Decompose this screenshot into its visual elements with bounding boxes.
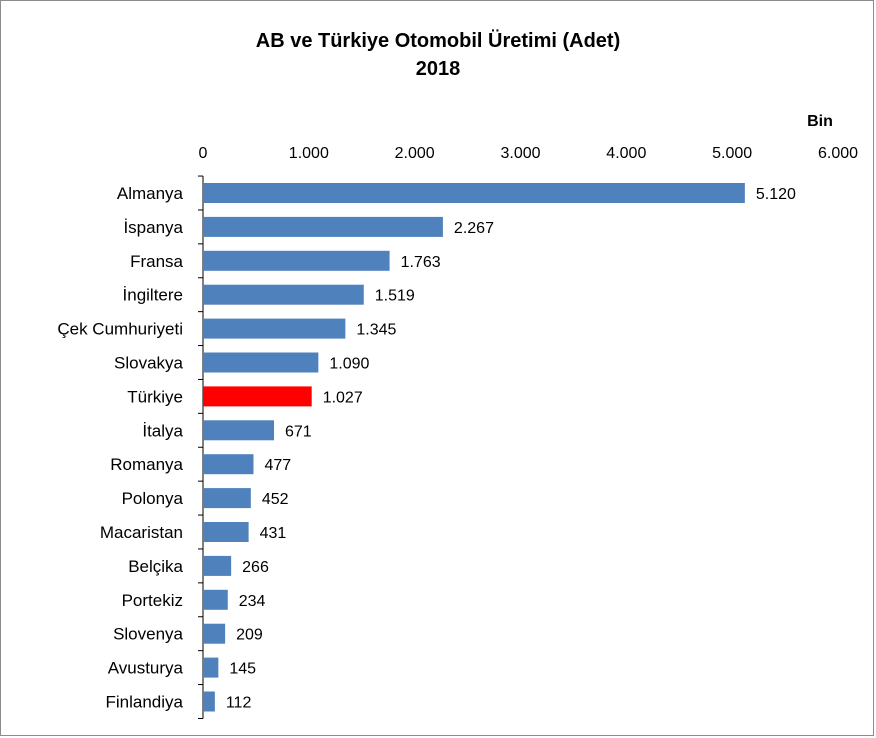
bar bbox=[203, 488, 251, 509]
bar bbox=[203, 454, 254, 475]
category-label: Belçika bbox=[128, 557, 183, 576]
category-label: Avusturya bbox=[108, 659, 184, 678]
bar bbox=[203, 420, 275, 441]
bar bbox=[203, 284, 364, 305]
bar bbox=[203, 386, 312, 407]
data-label: 266 bbox=[242, 559, 269, 576]
bar bbox=[203, 216, 443, 237]
category-label: İspanya bbox=[123, 218, 183, 237]
category-label: Çek Cumhuriyeti bbox=[57, 320, 183, 339]
x-tick-label: 2.000 bbox=[395, 145, 435, 162]
category-label: Romanya bbox=[110, 455, 183, 474]
data-label: 1.090 bbox=[329, 356, 369, 373]
x-tick-label: 3.000 bbox=[500, 145, 540, 162]
x-tick-label: 5.000 bbox=[712, 145, 752, 162]
bar bbox=[203, 318, 346, 339]
bar bbox=[203, 691, 215, 712]
data-label: 1.345 bbox=[356, 322, 396, 339]
chart-subtitle: 2018 bbox=[415, 58, 461, 80]
category-label: Polonya bbox=[122, 489, 184, 508]
data-label: 5.120 bbox=[756, 186, 796, 203]
category-label: Fransa bbox=[130, 252, 183, 271]
bar bbox=[203, 522, 249, 542]
category-label: Macaristan bbox=[100, 523, 183, 542]
data-label: 112 bbox=[226, 695, 252, 712]
unit-label: Bin bbox=[807, 113, 833, 130]
bar bbox=[203, 352, 319, 373]
category-label: Portekiz bbox=[122, 591, 183, 610]
x-tick-label: 6.000 bbox=[818, 145, 858, 162]
category-label: İngiltere bbox=[123, 286, 183, 305]
x-tick-label: 4.000 bbox=[606, 145, 646, 162]
data-label: 234 bbox=[239, 593, 266, 610]
category-label: Slovakya bbox=[114, 354, 184, 373]
data-label: 145 bbox=[229, 661, 256, 678]
bar bbox=[203, 555, 232, 576]
data-label: 1.519 bbox=[375, 288, 415, 305]
data-label: 477 bbox=[264, 457, 291, 474]
data-label: 431 bbox=[260, 525, 287, 542]
category-label: Finlandiya bbox=[106, 693, 184, 712]
bar bbox=[203, 623, 226, 644]
category-label: Slovenya bbox=[113, 625, 183, 644]
category-label: Türkiye bbox=[127, 387, 183, 406]
category-label: Almanya bbox=[117, 184, 184, 203]
bar bbox=[203, 250, 390, 271]
data-label: 1.027 bbox=[323, 389, 363, 406]
x-tick-label: 1.000 bbox=[289, 145, 329, 162]
data-label: 452 bbox=[262, 491, 289, 508]
data-label: 671 bbox=[285, 423, 312, 440]
data-label: 209 bbox=[236, 627, 263, 644]
chart-title: AB ve Türkiye Otomobil Üretimi (Adet) bbox=[255, 30, 621, 52]
bar bbox=[203, 183, 745, 203]
data-label: 2.267 bbox=[454, 220, 494, 237]
data-label: 1.763 bbox=[401, 254, 441, 271]
bar bbox=[203, 657, 219, 678]
category-label: İtalya bbox=[142, 421, 183, 440]
bar bbox=[203, 589, 228, 610]
x-tick-label: 0 bbox=[199, 145, 208, 162]
